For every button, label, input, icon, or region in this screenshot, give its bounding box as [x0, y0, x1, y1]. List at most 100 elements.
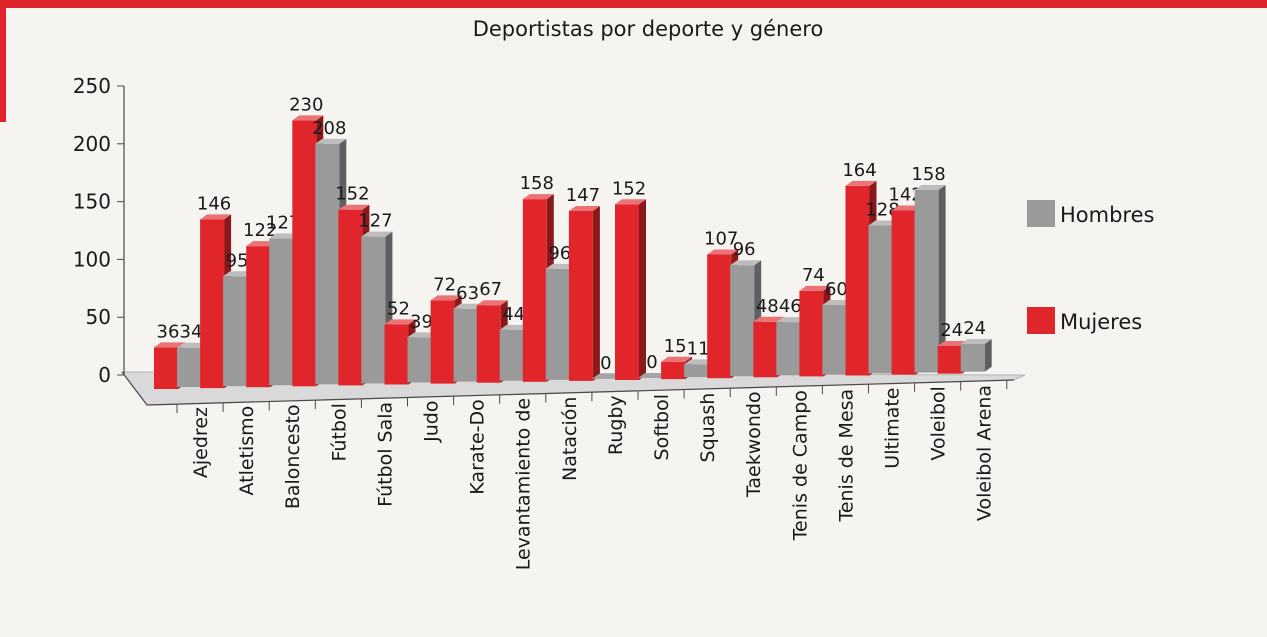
y-tick-label: 150	[73, 190, 111, 214]
bar-side	[639, 199, 646, 380]
bar-front	[799, 290, 824, 377]
bar-front	[338, 209, 363, 386]
hombres-bar-baloncesto-value-label: 127	[266, 212, 300, 233]
top-accent-bar	[0, 0, 1267, 8]
bar-top	[914, 184, 946, 190]
x-tick-label-softbol: Softbol	[651, 394, 673, 460]
hombres-bar-tenis-de-mesa-value-label: 60	[825, 279, 848, 300]
bar-front	[914, 189, 939, 373]
bar-top	[200, 214, 232, 220]
mujeres-bar-tenis-de-campo-value-label: 48	[756, 296, 779, 317]
bar-front	[453, 308, 478, 382]
mujeres-bar-levantamiento-de-value-label: 67	[479, 279, 502, 300]
bar-top	[730, 260, 762, 266]
mujeres-bar-ultimate-value-label: 164	[842, 160, 876, 181]
bar-front	[522, 199, 547, 382]
bar-front	[891, 210, 916, 375]
x-tick-label-ajedrez: Ajedrez	[190, 407, 212, 478]
x-tick-label-tenis-de-mesa: Tenis de Mesa	[835, 389, 857, 523]
mujeres-bar-voleibol-arena-value-label: 24	[940, 320, 963, 341]
x-tick-label-atletismo: Atletismo	[236, 406, 258, 496]
mujeres-bar-taekwondo-value-label: 107	[704, 229, 738, 250]
hombres-bar-judo-value-label: 39	[410, 311, 433, 332]
bar-front	[430, 300, 455, 384]
x-tick-label-taekwondo: Taekwondo	[743, 391, 765, 498]
y-tick-label: 100	[73, 247, 111, 271]
y-tick-label: 250	[73, 74, 111, 98]
bar-front	[753, 321, 778, 378]
legend-label-mujeres: Mujeres	[1060, 310, 1142, 334]
hombres-bar-softbol-value-label: 0	[646, 352, 657, 373]
bar-front	[292, 120, 317, 387]
x-tick-label-karate-do: Karate-Do	[467, 399, 489, 494]
hombres-bar-voleibol-arena-value-label: 24	[963, 318, 986, 339]
legend-swatch-mujeres	[1027, 307, 1055, 334]
x-tick-label-voleibol: Voleibol	[928, 386, 950, 460]
mujeres-bar-softbol	[615, 199, 646, 380]
bar-top	[522, 194, 554, 200]
bar-top	[476, 300, 508, 306]
bar-top	[154, 342, 185, 348]
bar-front	[615, 204, 639, 380]
mujeres-bar-futbol-value-label: 230	[289, 94, 323, 115]
bar-top	[315, 138, 347, 144]
bar-top	[384, 319, 416, 325]
chart-title: Deportistas por deporte y género	[473, 17, 824, 41]
x-tick-label-rugby: Rugby	[605, 395, 627, 455]
x-tick-label-baloncesto: Baloncesto	[282, 404, 304, 509]
bar-top	[430, 295, 462, 301]
bar-front	[684, 364, 709, 378]
bar-top	[799, 285, 831, 291]
bar-front	[154, 347, 178, 389]
legend-swatch-hombres	[1027, 200, 1055, 227]
bar-front	[223, 276, 248, 387]
mujeres-bar-softbol-value-label: 152	[612, 178, 646, 199]
x-tick-label-tenis-de-campo: Tenis de Campo	[789, 390, 811, 541]
hombres-bar-voleibol	[914, 184, 946, 373]
bar-front	[960, 343, 985, 372]
bar-top	[338, 204, 370, 210]
x-tick-label-natacion: Natación	[559, 397, 581, 481]
y-tick-label: 50	[86, 305, 111, 329]
y-axis: 0 50 100 150 200 250	[73, 74, 125, 387]
bar-front	[499, 329, 524, 381]
hombres-bar-natacion-value-label: 96	[548, 243, 571, 264]
hombres-bar-karate-do-value-label: 63	[456, 283, 479, 304]
legend-label-hombres: Hombres	[1060, 203, 1154, 227]
bar-front	[568, 210, 593, 381]
bar-top	[615, 199, 646, 205]
x-tick-label-ultimate: Ultimate	[882, 388, 904, 469]
bar-top	[568, 205, 600, 211]
hombres-bar-voleibol-arena	[960, 338, 992, 372]
y-tick-label: 0	[98, 363, 111, 387]
bar-top	[845, 180, 877, 186]
bar-front	[707, 254, 732, 379]
bar-front	[661, 361, 686, 380]
x-tick-label-futbol: Fútbol	[328, 403, 350, 461]
y-tick-label: 200	[73, 132, 111, 156]
hombres-bar-atletismo-value-label: 95	[226, 250, 249, 271]
bar-front	[384, 324, 409, 385]
hombres-bar-futbol-sala-value-label: 127	[358, 211, 392, 232]
bar-top	[361, 231, 393, 237]
bar-front	[845, 185, 870, 376]
hombres-bar-rugby-value-label: 0	[600, 353, 611, 374]
x-axis-line	[146, 379, 1015, 406]
hombres-bar-ultimate-value-label: 128	[865, 200, 899, 221]
hombres-bar-taekwondo-value-label: 96	[733, 239, 756, 260]
bar-front	[269, 238, 294, 386]
bar-front	[730, 265, 755, 377]
mujeres-bar-tenis-de-mesa-value-label: 74	[802, 265, 825, 286]
hombres-bar-tenis-de-campo-value-label: 46	[779, 296, 802, 317]
bar-front	[407, 337, 432, 383]
bar-front	[476, 305, 501, 383]
mujeres-bar-rugby-value-label: 147	[566, 185, 600, 206]
legend: Hombres Mujeres	[1027, 200, 1154, 334]
left-accent-bar	[0, 0, 6, 122]
bar-side	[592, 205, 600, 381]
bar-front	[361, 236, 386, 384]
bar-top	[661, 356, 693, 362]
